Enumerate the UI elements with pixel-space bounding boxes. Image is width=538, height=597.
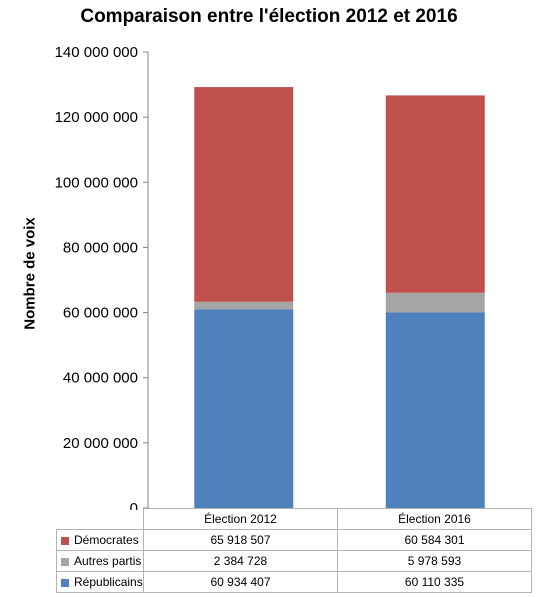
y-tick-label: 140 000 000: [55, 44, 138, 61]
data-table: Élection 2012 Élection 2016 Démocrates 6…: [56, 508, 532, 593]
bar-democrates-1: [194, 87, 294, 302]
legend-entry-democrates: Démocrates: [56, 529, 144, 551]
bar-autres-partis-1: [194, 301, 294, 310]
table-cell: 60 584 301: [337, 529, 532, 551]
y-tick-label: 80 000 000: [63, 239, 138, 256]
table-cell: 65 918 507: [143, 529, 338, 551]
chart-plot: 0 20 000 000 40 000 000 60 000 000 80 000 00…: [55, 44, 485, 510]
legend-label: Démocrates: [74, 533, 139, 547]
table-corner: [56, 508, 144, 530]
y-tick-label: 40 000 000: [63, 370, 138, 387]
y-tick-label: 100 000 000: [55, 174, 138, 191]
legend-entry-republicains: Républicains: [56, 571, 144, 593]
bar-republicains-1: [194, 309, 294, 508]
bar-democrates-2: [385, 95, 485, 293]
legend-entry-autres-partis: Autres partis: [56, 550, 144, 572]
table-row: Démocrates 65 918 507 60 584 301: [56, 529, 532, 551]
y-tick-label: 60 000 000: [63, 305, 138, 322]
legend-swatch: [61, 557, 69, 566]
chart-title: Comparaison entre l'élection 2012 et 201…: [80, 6, 458, 27]
legend-swatch: [61, 578, 69, 587]
bar-republicains-2: [385, 312, 485, 508]
table-cell: 60 110 335: [337, 571, 532, 593]
table-row: Républicains 60 934 407 60 110 335: [56, 571, 532, 593]
legend-label: Républicains: [74, 575, 143, 589]
table-cell: 5 978 593: [337, 550, 532, 572]
y-tick-label: 0: [130, 500, 138, 510]
table-header-row: Élection 2012 Élection 2016: [56, 508, 532, 530]
y-tick-label: 120 000 000: [55, 109, 138, 126]
legend-label: Autres partis: [74, 554, 142, 568]
table-cell: 60 934 407: [143, 571, 338, 593]
category-header: Élection 2012: [143, 508, 338, 530]
bar-autres-partis-2: [385, 292, 485, 313]
table-cell: 2 384 728: [143, 550, 338, 572]
y-tick-label: 20 000 000: [63, 435, 138, 452]
table-row: Autres partis 2 384 728 5 978 593: [56, 550, 532, 572]
legend-swatch: [61, 536, 69, 545]
category-header: Élection 2016: [337, 508, 532, 530]
